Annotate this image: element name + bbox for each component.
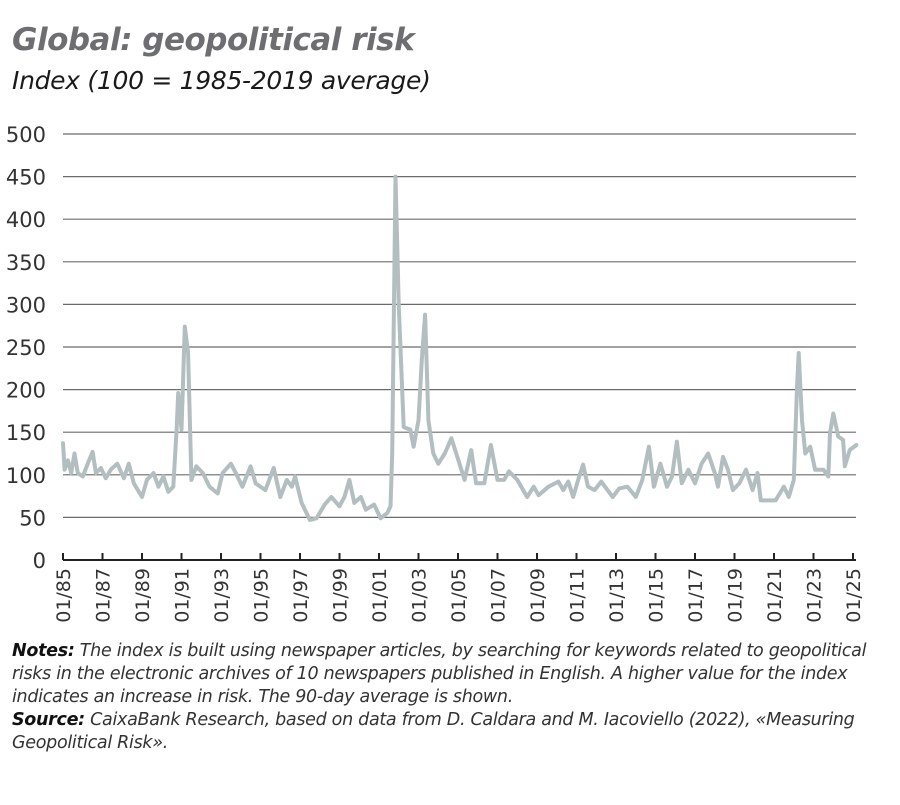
x-tick-label: 01/99 [330, 568, 352, 623]
y-tick-label: 350 [6, 251, 46, 275]
y-tick-label: 500 [6, 123, 46, 147]
x-tick-label: 01/13 [606, 568, 628, 623]
x-tick-label: 01/23 [804, 568, 826, 623]
x-tick-label: 01/89 [132, 568, 154, 623]
x-tick-label: 01/11 [567, 568, 589, 623]
footnotes: Notes: The index is built using newspape… [12, 640, 892, 755]
y-tick-label: 450 [6, 166, 46, 190]
y-tick-label: 150 [6, 421, 46, 445]
y-tick-label: 300 [6, 293, 46, 317]
x-tick-label: 01/15 [646, 568, 668, 623]
x-tick-label: 01/87 [93, 568, 115, 623]
series-line [61, 174, 859, 522]
y-tick-label: 200 [6, 379, 46, 403]
x-tick-label: 01/25 [843, 568, 865, 623]
y-tick-label: 100 [6, 464, 46, 488]
notes-text: The index is built using newspaper artic… [12, 641, 867, 707]
x-axis: 01/85 01/87 01/89 01/91 01/93 01/95 01/97 01/99… [53, 553, 865, 623]
chart-subtitle: Index (100 = 1985-2019 average) [12, 66, 431, 95]
x-tick-label: 01/97 [290, 568, 312, 623]
x-tick-label: 01/95 [251, 568, 273, 623]
x-tick-label: 01/93 [211, 568, 233, 623]
x-tick-label: 01/07 [488, 568, 510, 623]
source-text: CaixaBank Research, based on data from D… [12, 710, 855, 753]
x-tick-label: 01/17 [685, 568, 707, 623]
x-tick-label: 01/09 [527, 568, 549, 623]
y-tick-label: 250 [6, 336, 46, 360]
x-tick-label: 01/03 [409, 568, 431, 623]
x-tick-label: 01/85 [53, 568, 75, 623]
x-tick-label: 01/19 [725, 568, 747, 623]
gridlines [63, 133, 856, 519]
series-layer [61, 174, 859, 522]
x-tick-label: 01/01 [369, 568, 391, 623]
notes-paragraph: Notes: The index is built using newspape… [12, 640, 892, 709]
y-tick-label: 400 [6, 208, 46, 232]
notes-label: Notes: [12, 641, 75, 661]
x-tick-label: 01/05 [448, 568, 470, 623]
chart-title: Global: geopolitical risk [12, 22, 415, 58]
y-axis: 0 50 100 150 200 250 300 350 400 450 500 [6, 123, 46, 573]
x-tick-label: 01/21 [764, 568, 786, 623]
source-label: Source: [12, 710, 85, 730]
y-tick-label: 0 [33, 549, 46, 573]
x-tick-label: 01/91 [172, 568, 194, 623]
source-paragraph: Source: CaixaBank Research, based on dat… [12, 709, 892, 755]
y-tick-label: 50 [19, 506, 46, 530]
